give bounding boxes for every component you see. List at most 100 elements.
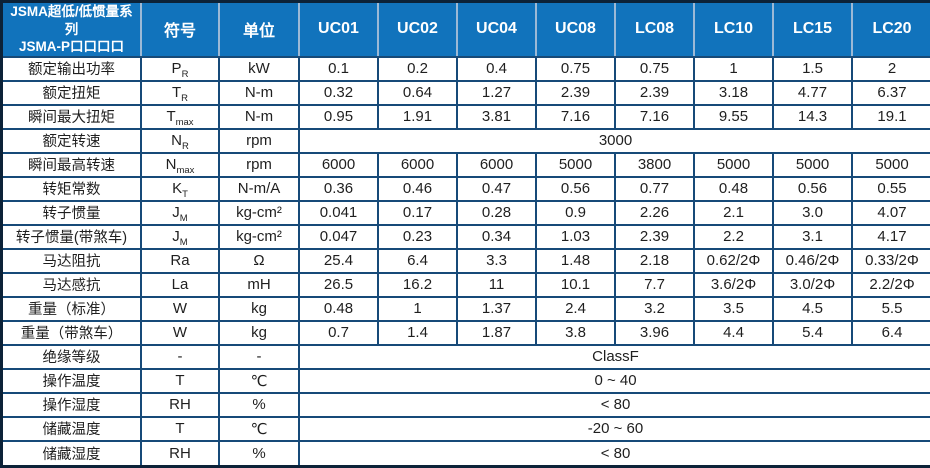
unit-cell: kg [218, 319, 300, 346]
value-cell: 3.18 [693, 79, 774, 106]
symbol-base: W [172, 300, 188, 318]
unit-cell: mH [218, 271, 300, 298]
symbol-cell: - [140, 343, 220, 370]
symbol-base: T [171, 84, 182, 102]
symbol-base: Ra [170, 252, 190, 270]
unit-cell: rpm [218, 151, 300, 178]
value-cell: 2.39 [614, 79, 695, 106]
table-row: 瞬间最大扭矩 Tmax N-m 0.95 1.91 3.81 7.16 7.16 9.55 14.… [3, 103, 930, 130]
value-cell: 3.6/2Φ [693, 271, 774, 298]
value-cell: 0.75 [535, 55, 616, 82]
value-cell: 0.4 [456, 55, 537, 82]
symbol-base: T [175, 420, 185, 438]
table-row: 额定转速 NR rpm 3000 [3, 127, 930, 154]
value-cell: 0.17 [377, 199, 458, 226]
value-cell: 26.5 [298, 271, 379, 298]
value-cell: 0.23 [377, 223, 458, 250]
value-cell: 16.2 [377, 271, 458, 298]
table-row: 马达感抗 La mH 26.5 16.2 11 10.1 7.7 3.6/2Φ 3.0/2Φ 2.2… [3, 271, 930, 298]
column-header-model: UC02 [377, 3, 457, 58]
column-header-model: UC01 [298, 3, 378, 58]
table-row: 转子惯量(带煞车) JM kg-cm² 0.047 0.23 0.34 1.03 2.39 2.… [3, 223, 930, 250]
unit-cell: kg [218, 295, 300, 322]
value-cell: 3.81 [456, 103, 537, 130]
table-row: 操作湿度 RH% < 80 [3, 391, 930, 418]
symbol-cell: JM [140, 199, 220, 226]
symbol-subscript: R [181, 93, 189, 105]
value-cell: 3.2 [614, 295, 695, 322]
symbol-cell: RH [140, 391, 220, 418]
value-cell: 0.36 [298, 175, 379, 202]
row-label: 瞬间最高转速 [3, 151, 142, 178]
symbol-subscript: max [176, 165, 195, 177]
value-cell: 6.4 [851, 319, 930, 346]
value-cell: 6000 [456, 151, 537, 178]
symbol-cell: JM [140, 223, 220, 250]
symbol-base: J [172, 228, 180, 246]
column-header-model: UC04 [456, 3, 536, 58]
value-cell-span: ClassF [298, 343, 930, 370]
value-cell: 0.041 [298, 199, 379, 226]
value-cell: 0.46 [377, 175, 458, 202]
symbol-cell: TR [140, 79, 220, 106]
value-cell: 0.56 [772, 175, 853, 202]
value-cell: 0.33/2Φ [851, 247, 930, 274]
symbol-subscript: M [179, 213, 188, 225]
value-cell: 4.77 [772, 79, 853, 106]
value-cell: 0.77 [614, 175, 695, 202]
symbol-base: La [171, 276, 189, 294]
symbol-cell: NR [140, 127, 220, 154]
series-title-cell: JSMA超低/低惯量系列 JSMA-P口口口口 [3, 3, 141, 58]
value-cell: 0.7 [298, 319, 379, 346]
value-cell-span: 3000 [298, 127, 930, 154]
row-label: 重量（带煞车） [3, 319, 142, 346]
value-cell: 2 [851, 55, 930, 82]
value-cell: 0.9 [535, 199, 616, 226]
header-row: JSMA超低/低惯量系列 JSMA-P口口口口 符号 单位 UC01 UC02 … [3, 3, 930, 58]
value-cell: 1.03 [535, 223, 616, 250]
row-label: 马达感抗 [3, 271, 142, 298]
symbol-subscript: max [175, 117, 194, 129]
value-cell: 0.62/2Φ [693, 247, 774, 274]
value-cell: 0.48 [693, 175, 774, 202]
unit-cell: % [218, 391, 300, 418]
symbol-base: - [177, 348, 183, 366]
value-cell: 25.4 [298, 247, 379, 274]
value-cell: 2.39 [535, 79, 616, 106]
symbol-base: W [172, 324, 188, 342]
value-cell: 1.91 [377, 103, 458, 130]
value-cell: 6.4 [377, 247, 458, 274]
symbol-cell: Ra [140, 247, 220, 274]
symbol-cell: T [140, 415, 220, 442]
unit-cell: kg-cm² [218, 199, 300, 226]
value-cell: 7.16 [535, 103, 616, 130]
row-label: 储藏湿度 [3, 439, 142, 465]
value-cell: 0.75 [614, 55, 695, 82]
table-row: 操作温度 T ℃ 0 ~ 40 [3, 367, 930, 394]
unit-cell: N-m [218, 79, 300, 106]
row-label: 操作温度 [3, 367, 142, 394]
symbol-base: RH [169, 396, 191, 414]
column-header-model: LC20 [851, 3, 930, 58]
row-label: 马达阻抗 [3, 247, 142, 274]
value-cell-span: < 80 [298, 439, 930, 465]
value-cell: 5.4 [772, 319, 853, 346]
value-cell: 3.0/2Φ [772, 271, 853, 298]
row-label: 转子惯量(带煞车) [3, 223, 142, 250]
symbol-base: T [175, 372, 185, 390]
unit-cell: Ω [218, 247, 300, 274]
value-cell: 2.26 [614, 199, 695, 226]
table-row: 转子惯量 JM kg-cm² 0.041 0.17 0.28 0.9 2.26 2.1 3.0 4.… [3, 199, 930, 226]
symbol-subscript: T [182, 189, 188, 201]
unit-cell: % [218, 439, 300, 465]
value-cell: 5.5 [851, 295, 930, 322]
unit-cell: rpm [218, 127, 300, 154]
symbol-cell: T [140, 367, 220, 394]
table-row: 储藏温度 T ℃ -20 ~ 60 [3, 415, 930, 442]
value-cell: 0.2 [377, 55, 458, 82]
unit-cell: ℃ [218, 367, 300, 394]
value-cell: 1.5 [772, 55, 853, 82]
symbol-subscript: R [181, 141, 189, 153]
row-label: 额定扭矩 [3, 79, 142, 106]
